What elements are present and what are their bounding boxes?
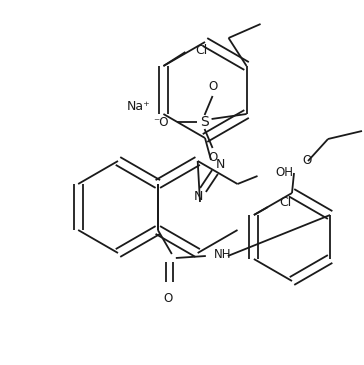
Text: Na⁺: Na⁺ [127,100,151,112]
Text: ⁻O: ⁻O [153,115,169,128]
Text: N: N [193,191,203,204]
Text: O: O [163,292,173,304]
Text: Cl: Cl [279,196,291,210]
Text: NH: NH [214,247,232,261]
Text: S: S [200,115,209,129]
Text: N: N [215,158,225,172]
Text: O: O [208,150,217,164]
Text: O: O [208,81,217,93]
Text: Cl: Cl [195,43,208,57]
Text: OH: OH [276,165,293,178]
Text: O: O [302,154,311,168]
